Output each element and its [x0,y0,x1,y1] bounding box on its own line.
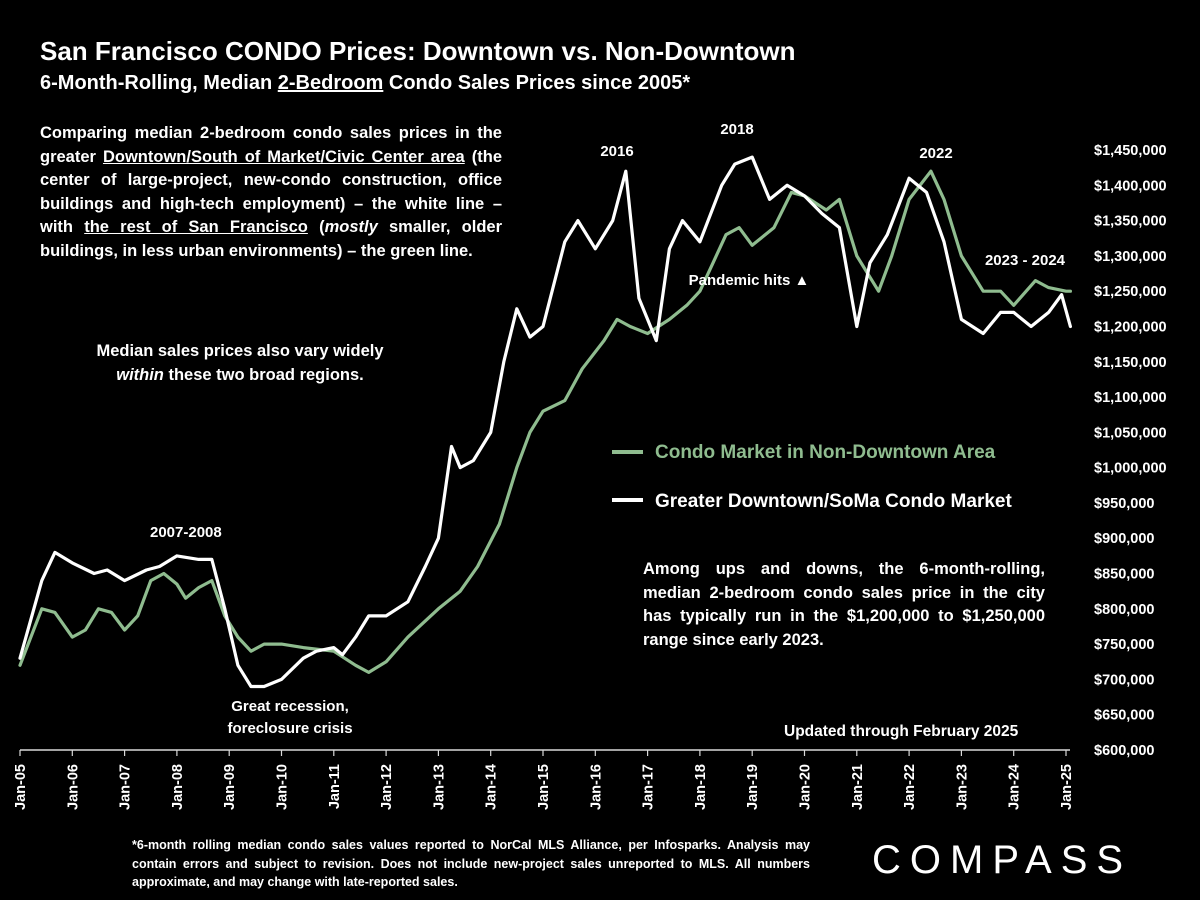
y-tick-label: $900,000 [1094,531,1154,547]
x-tick-label: Jan-06 [65,764,81,810]
x-tick-label: Jan-17 [641,764,657,810]
variation-note: Median sales prices also vary widely with… [40,340,440,387]
legend-label-non-downtown: Condo Market in Non-Downtown Area [655,442,996,463]
plot-area [18,155,1073,689]
y-tick-label: $1,450,000 [1094,143,1167,159]
x-tick-label: Jan-07 [118,764,134,810]
y-tick-label: $1,400,000 [1094,178,1167,194]
legend-label-downtown: Greater Downtown/SoMa Condo Market [655,491,1012,512]
variation-note-line2: these two broad regions. [163,365,364,384]
y-tick-label: $1,300,000 [1094,249,1167,265]
axes: Jan-05 Jan-06 Jan-07 Jan-08 Jan-09 Jan-10 Jan-… [13,143,1167,810]
x-tick-label: Jan-12 [379,764,395,810]
series-line-non-downtown [18,169,1073,675]
x-tick-label: Jan-24 [1007,764,1023,810]
x-tick-label: Jan-20 [798,764,814,810]
x-tick-label: Jan-10 [275,764,291,810]
y-tick-label: $1,200,000 [1094,319,1167,335]
y-tick-label: $1,000,000 [1094,461,1167,477]
intro-paragraph: Comparing median 2-bedroom condo sales p… [40,122,502,263]
y-tick-label: $1,150,000 [1094,355,1167,371]
y-tick-label: $600,000 [1094,743,1154,759]
x-tick-label: Jan-11 [327,764,343,809]
annotation-2018: 2018 [720,121,753,138]
variation-note-emphasis: within [116,365,164,384]
x-tick-label: Jan-21 [850,764,866,810]
intro-text-4: smaller, older buildings, in less urban … [40,218,502,260]
annotation-pandemic: Pandemic hits ▲ [689,272,810,289]
y-tick-label: $850,000 [1094,567,1154,583]
y-tick-label: $1,250,000 [1094,284,1167,300]
y-tick-label: $1,050,000 [1094,425,1167,441]
x-tick-label: Jan-05 [13,764,29,810]
annotation-2022: 2022 [919,145,952,162]
annotation-great-recession: Great recession, [231,698,349,715]
series-line-downtown [18,155,1073,689]
x-tick-label: Jan-25 [1059,764,1075,810]
subtitle-part-2: Condo Sales Prices since 2005* [383,72,691,94]
y-tick-label: $950,000 [1094,496,1154,512]
x-tick-label: Jan-15 [536,764,552,810]
summary-note: Among ups and downs, the 6-month-rolling… [643,560,1045,649]
intro-text-1: Comparing median 2-bedroom condo sales p… [40,124,502,166]
legend: Condo Market in Non-Downtown Area Greate… [612,442,1012,512]
x-tick-label: Jan-08 [170,764,186,810]
updated-note: Updated through February 2025 [784,723,1019,740]
y-tick-label: $700,000 [1094,672,1154,688]
y-tick-label: $750,000 [1094,637,1154,653]
y-tick-label: $800,000 [1094,602,1154,618]
intro-downtown-area: Downtown/South of Market/Civic Center ar… [102,147,465,166]
subtitle-part-1: 6-Month-Rolling, Median [40,72,278,94]
chart-subtitle: 6-Month-Rolling, Median 2-Bedroom Condo … [40,72,690,95]
footnote: *6-month rolling median condo sales valu… [132,838,810,889]
intro-text-2: (the center of large-project, new-condo … [40,147,502,237]
intro-rest-of-sf: the rest of San Francisco [84,218,308,236]
intro-text-3: ( [307,218,325,236]
x-tick-label: Jan-23 [954,764,970,810]
x-tick-label: Jan-16 [588,764,604,810]
annotation-2023-2024: 2023 - 2024 [985,252,1066,269]
annotation-foreclosure-crisis: foreclosure crisis [227,720,352,737]
y-tick-label: $1,100,000 [1094,390,1167,406]
chart-title: San Francisco CONDO Prices: Downtown vs.… [40,36,796,66]
variation-note-line1: Median sales prices also vary widely [96,342,384,360]
y-tick-label: $650,000 [1094,708,1154,724]
annotation-2016: 2016 [600,143,633,160]
intro-emphasis: mostly [324,218,378,236]
y-tick-label: $1,350,000 [1094,214,1167,230]
annotation-2007-2008: 2007-2008 [150,524,222,541]
x-tick-label: Jan-13 [431,764,447,810]
x-tick-label: Jan-18 [693,764,709,810]
x-tick-label: Jan-19 [745,764,761,810]
x-tick-label: Jan-14 [484,764,500,810]
compass-logo: COMPASS [872,838,1133,882]
x-tick-label: Jan-09 [222,764,238,810]
subtitle-underlined: 2-Bedroom [277,72,384,94]
chart-annotations: 2007-2008 Great recession, foreclosure c… [150,121,1066,737]
x-tick-label: Jan-22 [902,764,918,810]
